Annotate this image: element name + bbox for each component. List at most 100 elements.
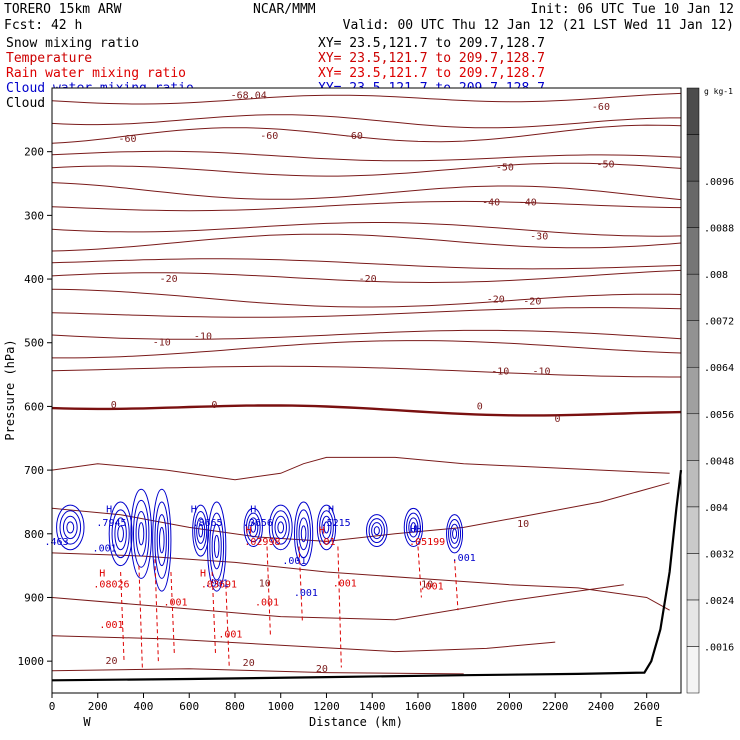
temperature-label: -60 (345, 131, 363, 142)
mixing-ratio-label: .001 (333, 578, 357, 589)
mixing-ratio-label: .001 (282, 556, 306, 567)
rain-water-contour (266, 546, 271, 636)
x-tick-label: 1600 (405, 700, 432, 713)
cloud-water-contour (59, 510, 82, 545)
colorbar-swatch (686, 460, 700, 508)
temperature-contour (52, 340, 682, 359)
plot-area: -68.04 -60 -60 -60 -60 -50 -50 -40 -40 -30 -20 -20 -… (45, 87, 683, 694)
mixing-ratio-label: H (200, 568, 206, 579)
colorbar-label: .0056 (704, 410, 734, 421)
cloud-water-contour (316, 504, 337, 551)
temperature-contour (51, 482, 670, 542)
colorbar-label: .0024 (704, 596, 734, 607)
temperature-label: -20 (487, 294, 505, 305)
temperature-label: -10 (153, 338, 171, 349)
cloud-water-contour (452, 528, 458, 540)
cloud-water-contour (211, 523, 222, 570)
cloud-water-contour (132, 499, 150, 568)
temperature-contours (51, 92, 682, 675)
terrain-line (51, 469, 683, 682)
cloud-water-contour (300, 525, 307, 543)
temperature-label: -40 (519, 198, 537, 209)
colorbar-swatch (686, 413, 700, 461)
colorbar-swatch (686, 273, 700, 321)
model-title: TORERO 15km ARW (4, 2, 122, 17)
colorbar-swatch (686, 553, 700, 601)
temperature-contour (51, 329, 682, 340)
cloud-water-contour (366, 514, 388, 548)
field-xy-range: XY= 23.5,121.7 to 209.7,128.7 (318, 66, 545, 81)
temperature-label: -20 (160, 274, 178, 285)
colorbar: .0096 .0088 .008 .0072 .0064 .0056 .0048 .004 .0… (686, 87, 734, 694)
mixing-ratio-label: .001 (205, 578, 229, 589)
cloud-water-contour (198, 523, 204, 538)
rain-water-contour (154, 559, 159, 662)
colorbar-swatch (686, 87, 700, 135)
cloud-water-contour (268, 504, 293, 551)
colorbar-swatch (686, 646, 700, 694)
mixing-ratio-label: .001 (99, 620, 123, 631)
temperature-label: -10 (194, 331, 212, 342)
colorbar-label: .0032 (704, 549, 734, 560)
temperature-label: -60 (260, 131, 278, 142)
cloud-water-contour (368, 518, 386, 544)
cloud-water-contour (117, 525, 124, 543)
temperature-contour (51, 635, 556, 653)
y-tick-label: 200 (24, 146, 44, 159)
mixing-ratio-label: .01 (317, 537, 335, 548)
x-tick-label: 2000 (496, 700, 523, 713)
x-tick-label: 2400 (588, 700, 615, 713)
colorbar-label: .008 (704, 270, 728, 281)
cloud-water-contour (135, 511, 147, 557)
y-tick-label: 300 (24, 209, 44, 222)
colorbar-swatch (686, 320, 700, 368)
cloud-water-contour (152, 488, 172, 592)
temperature-label: -60 (592, 102, 610, 113)
cloud-water-contour (138, 522, 145, 546)
x-tick-label: 2200 (542, 700, 569, 713)
contour-labels: -68.04 -60 -60 -60 -60 -50 -50 -40 -40 -30 -20 -20 -… (45, 91, 615, 675)
temperature-contour (51, 222, 682, 237)
temperature-label: -50 (596, 159, 614, 170)
temperature-label: 10 (421, 580, 433, 591)
rain-water-contour (138, 565, 143, 668)
mixing-ratio-label: .001 (452, 553, 476, 564)
temperature-contour (51, 668, 464, 675)
cloud-water-contour (111, 509, 130, 559)
rain-water-contour (120, 571, 125, 662)
x-tick-label: 0 (49, 700, 56, 713)
temperature-contour (51, 258, 682, 270)
cloud-water-contour (448, 518, 462, 549)
mixing-ratio-label: H (99, 568, 105, 579)
colorbar-swatch (686, 366, 700, 415)
y-tick-label: 500 (24, 337, 44, 350)
cloud-water-contour (159, 526, 165, 554)
cloud-water-contour (373, 526, 380, 536)
temperature-contour (51, 404, 682, 417)
colorbar-swatch (686, 180, 700, 228)
y-axis-label: Pressure (hPa) (3, 339, 17, 440)
init-time: Init: 06 UTC Tue 10 Jan 12 (531, 2, 735, 17)
temperature-contour (51, 124, 682, 144)
temperature-label: -30 (530, 231, 548, 242)
cloud-water-contour (156, 514, 167, 567)
center-title: NCAR/MMM (253, 2, 316, 17)
x-tick-label: 1000 (267, 700, 294, 713)
temperature-label: 0 (477, 401, 483, 412)
field-xy-range: XY= 23.5,121.7 to 209.7,128.7 (318, 36, 545, 51)
colorbar-label: .0048 (704, 456, 734, 467)
temperature-label: -60 (118, 134, 136, 145)
colorbar-label: .0016 (704, 642, 734, 653)
cloud-water-contour (56, 504, 85, 551)
colorbar-label: .004 (704, 503, 728, 514)
temperature-label: -10 (532, 366, 550, 377)
temperature-label: -40 (482, 198, 500, 209)
mixing-ratio-label: .08026 (93, 580, 129, 591)
x-axis-east-label: E (655, 715, 662, 729)
x-tick-label: 2600 (633, 700, 660, 713)
colorbar-unit: g kg-1 (704, 87, 733, 96)
y-tick-label: 400 (24, 273, 44, 286)
temperature-label: 0 (211, 400, 217, 411)
mixing-ratio-label: .8665 (192, 518, 222, 529)
mixing-ratio-label: H (246, 526, 252, 537)
